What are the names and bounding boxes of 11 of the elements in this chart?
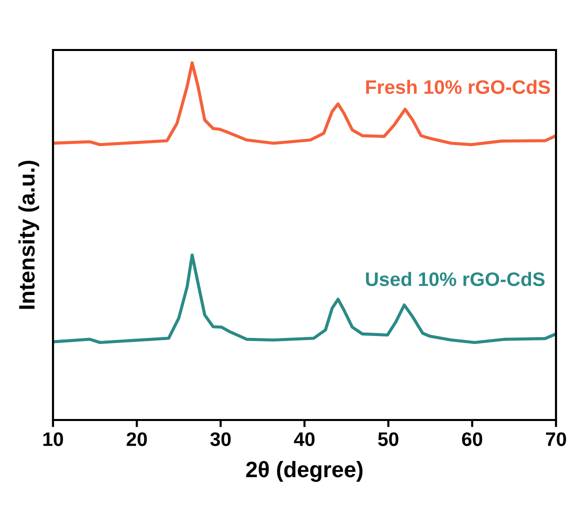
series-label: Fresh 10% rGO-CdS [366,80,550,94]
x-tick-label: 50 [378,432,398,446]
y-axis-title: Intensity (a.u.) [18,160,40,309]
series-label: Used 10% rGO-CdS [366,272,545,286]
x-tick-label: 20 [126,432,147,446]
x-tick-label: 40 [294,432,315,446]
x-tick-label: 10 [43,432,64,446]
x-tick-label: 60 [462,432,482,446]
x-axis-title: 2θ (degree) [246,461,363,482]
x-tick-label: 30 [210,432,231,446]
x-tick-label: 70 [546,432,566,446]
